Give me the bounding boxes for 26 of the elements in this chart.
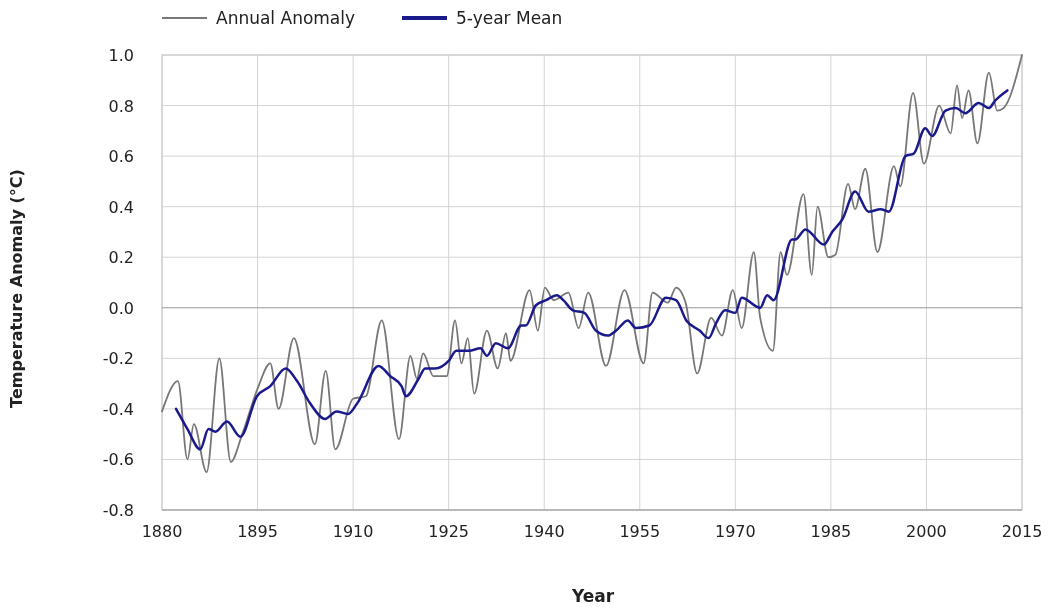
y-axis-title: Temperature Anomaly (°C) xyxy=(7,169,26,408)
y-tick-label: -0.8 xyxy=(102,501,134,520)
y-tick-label: -0.6 xyxy=(102,450,134,470)
x-tick-label: 2015 xyxy=(1001,522,1043,541)
x-tick-label: 1985 xyxy=(810,522,852,541)
x-tick-label: 1925 xyxy=(428,522,470,541)
y-tick-label: -0.4 xyxy=(102,399,134,419)
x-axis-title: Year xyxy=(570,586,615,606)
y-tick-label: 0.2 xyxy=(108,248,134,268)
x-tick-label: 2000 xyxy=(906,522,947,541)
x-tick-label: 1940 xyxy=(523,522,565,541)
x-tick-label: 1910 xyxy=(332,522,374,541)
legend-label: Annual Anomaly xyxy=(216,8,356,28)
x-tick-label: 1880 xyxy=(141,522,183,541)
y-tick-label: 0.6 xyxy=(108,147,134,167)
y-tick-label: 0.0 xyxy=(108,298,134,318)
legend-label: 5-year Mean xyxy=(456,8,563,28)
line-series xyxy=(161,54,1023,473)
y-tick-label: 0.4 xyxy=(108,197,134,217)
x-tick-label: 1955 xyxy=(619,522,661,541)
y-tick-label: 1.0 xyxy=(108,46,134,65)
y-tick-label: 0.8 xyxy=(108,96,134,116)
line-series xyxy=(174,89,1009,451)
x-tick-label: 1895 xyxy=(237,522,278,541)
y-tick-label: -0.2 xyxy=(102,349,134,369)
x-tick-label: 1970 xyxy=(714,522,756,541)
